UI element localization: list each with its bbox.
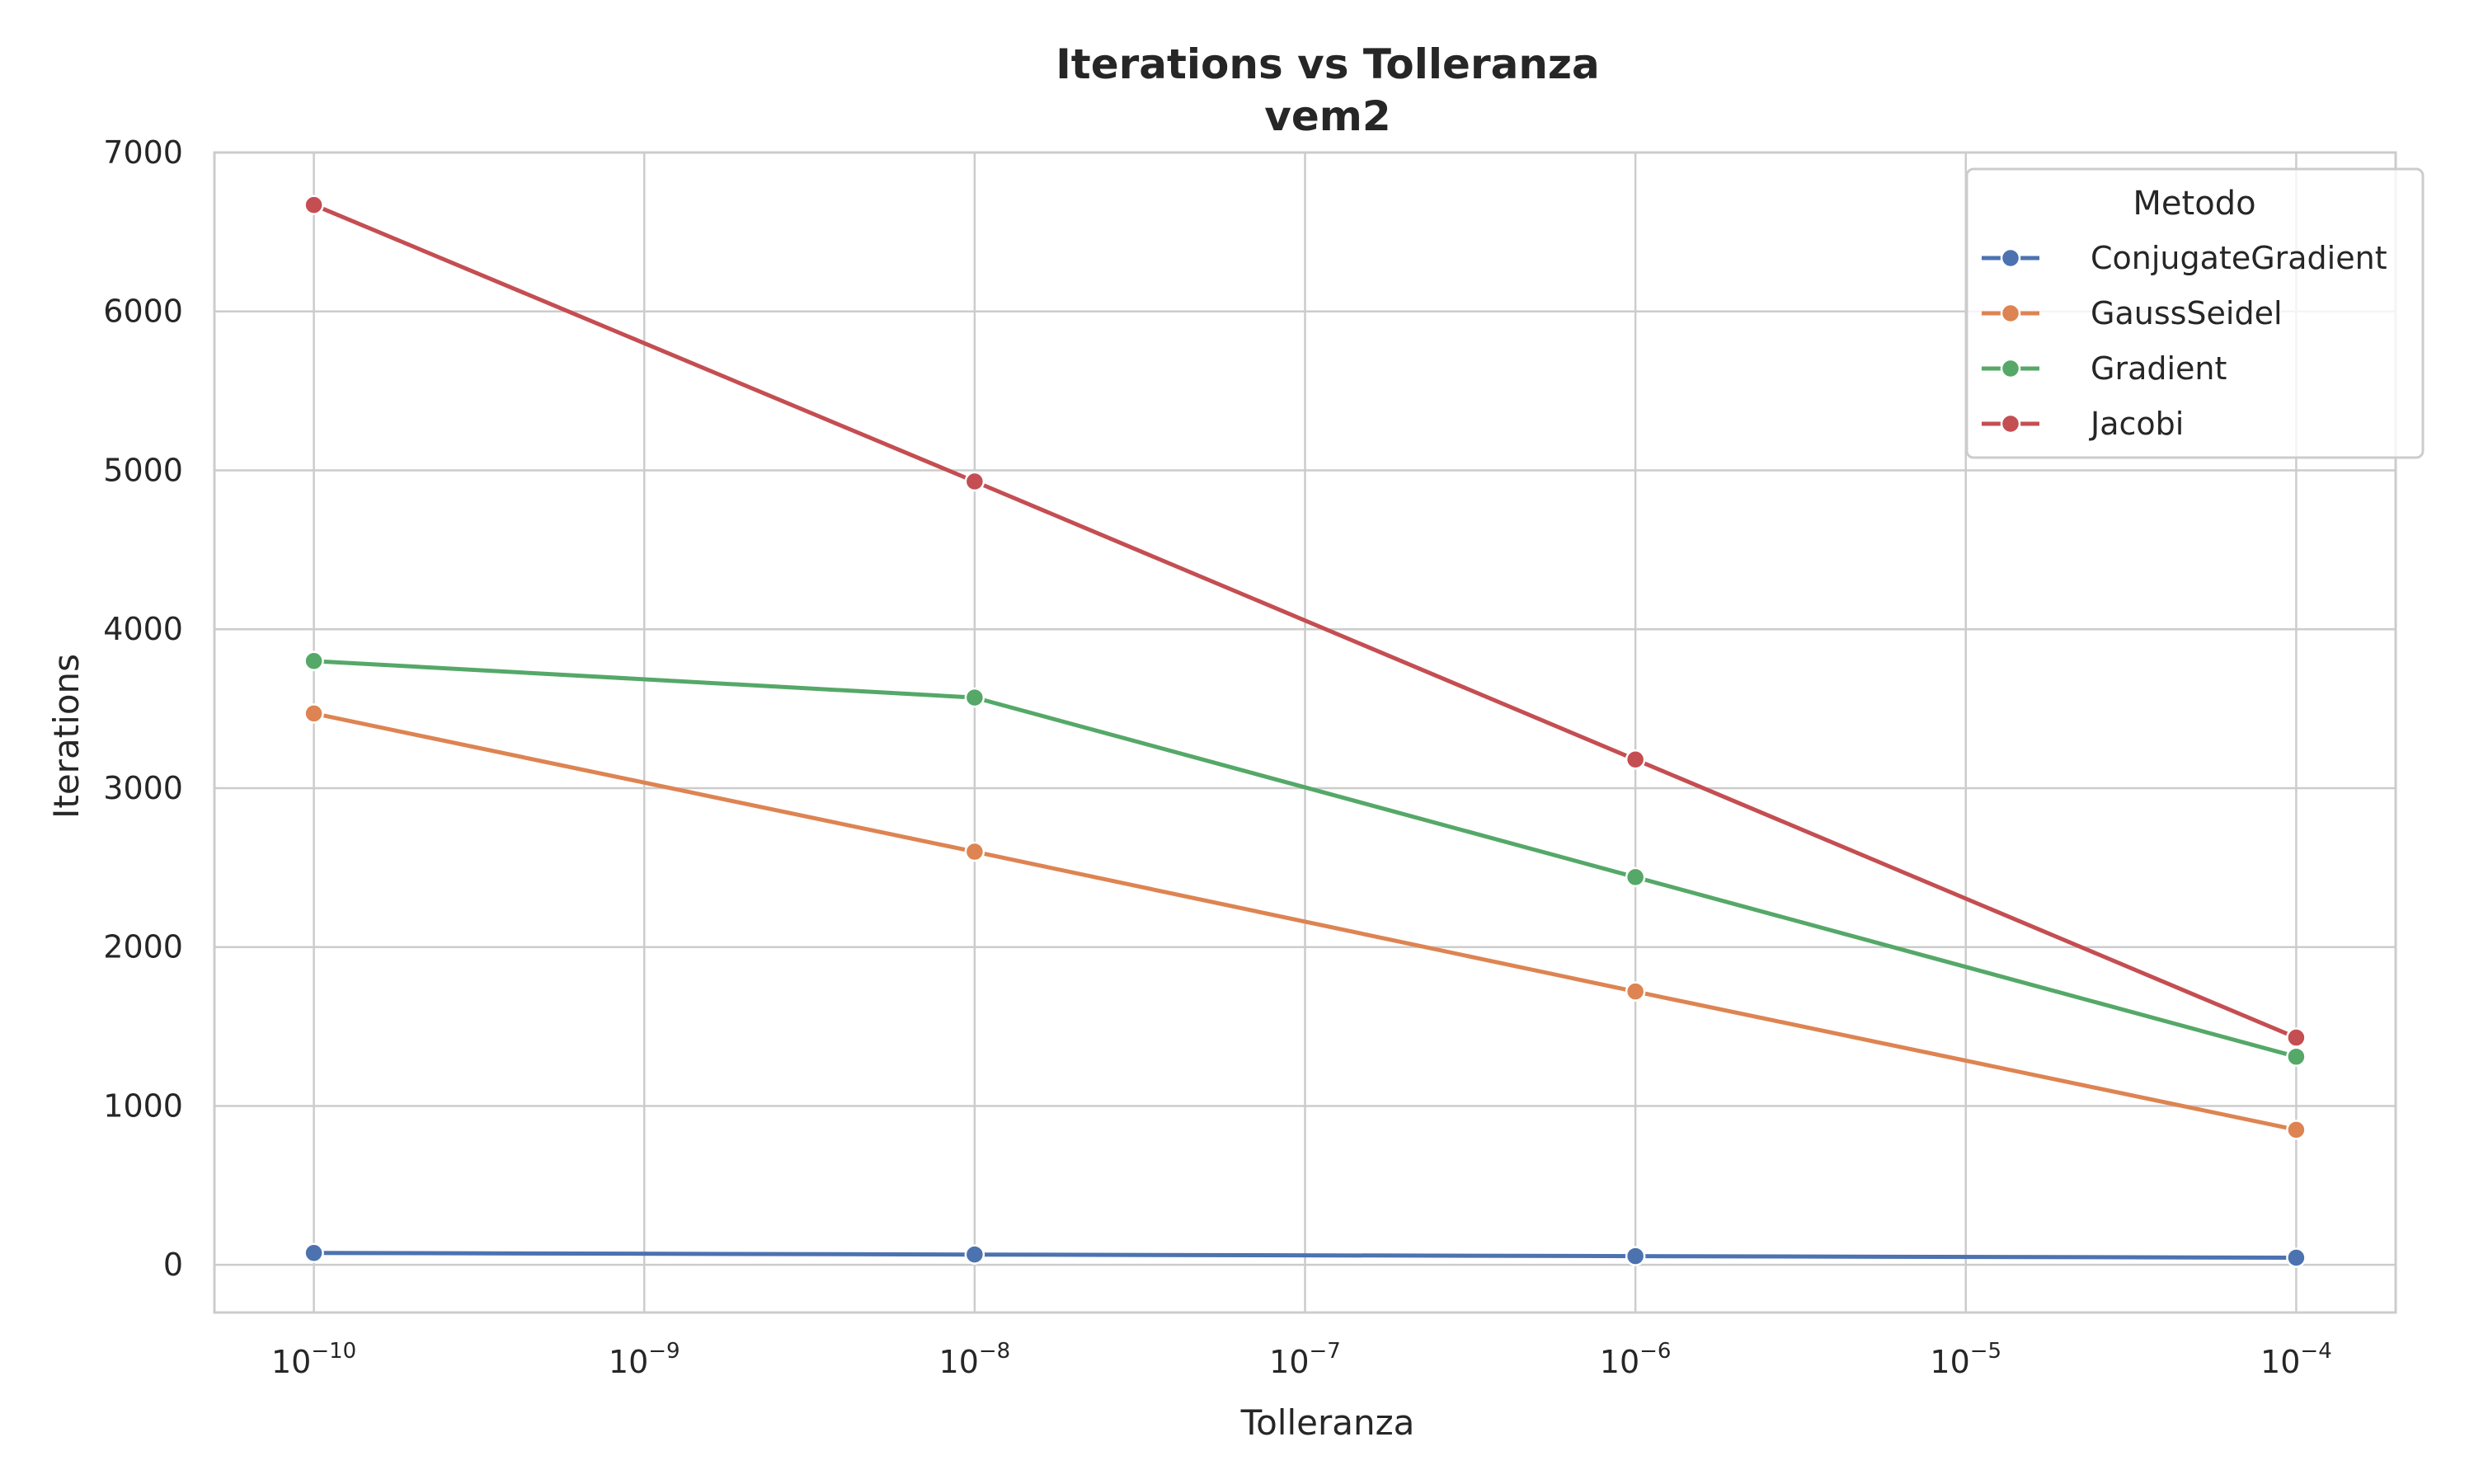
series-line bbox=[313, 711, 2297, 1132]
y-tick-label: 1000 bbox=[103, 1087, 183, 1124]
plot-area bbox=[213, 151, 2397, 1314]
data-point bbox=[2286, 1046, 2307, 1067]
legend-marker bbox=[2000, 358, 2021, 379]
legend-title: Metodo bbox=[2133, 185, 2255, 223]
data-point bbox=[964, 471, 985, 492]
legend-marker bbox=[2000, 303, 2021, 324]
chart-subtitle: vem2 bbox=[1264, 92, 1390, 140]
x-tick-label: 10−7 bbox=[1269, 1339, 1341, 1380]
data-point bbox=[2286, 1247, 2307, 1268]
legend-label: Gradient bbox=[2091, 350, 2227, 387]
data-point bbox=[303, 650, 324, 672]
x-tick-label: 10−8 bbox=[939, 1339, 1011, 1380]
data-point bbox=[2286, 1027, 2307, 1048]
y-axis-label: Iterations bbox=[46, 654, 87, 819]
legend-label: ConjugateGradient bbox=[2091, 240, 2387, 276]
chart-title: Iterations vs Tolleranza bbox=[1056, 40, 1600, 88]
legend-entry: GaussSeidel bbox=[1982, 295, 2283, 331]
y-tick-label: 3000 bbox=[103, 770, 183, 806]
series-line bbox=[313, 659, 2298, 1059]
x-tick-label: 10−4 bbox=[2260, 1339, 2332, 1380]
series-GaussSeidel bbox=[303, 703, 2307, 1140]
series-line bbox=[313, 1251, 2297, 1260]
legend-entry: ConjugateGradient bbox=[1982, 240, 2387, 276]
data-point bbox=[1625, 981, 1646, 1002]
x-axis-label: Tolleranza bbox=[1240, 1402, 1415, 1443]
y-axis-ticks: 0 1000 2000 3000 4000 5000 6000 7000 bbox=[103, 134, 183, 1283]
data-point bbox=[2286, 1120, 2307, 1140]
data-point bbox=[1625, 866, 1646, 888]
data-point bbox=[303, 195, 324, 215]
x-tick-label: 10−5 bbox=[1930, 1339, 2001, 1380]
legend-label: Jacobi bbox=[2089, 406, 2184, 442]
data-point bbox=[964, 1244, 985, 1265]
y-tick-label: 2000 bbox=[103, 929, 183, 965]
series-Jacobi bbox=[303, 195, 2307, 1048]
data-point bbox=[964, 841, 985, 862]
legend-label: GaussSeidel bbox=[2091, 295, 2283, 331]
x-tick-label: 10−9 bbox=[609, 1339, 680, 1380]
legend-entry: Jacobi bbox=[1982, 406, 2184, 442]
data-point bbox=[1625, 1246, 1646, 1266]
legend-box bbox=[1965, 167, 2425, 459]
series-group bbox=[303, 195, 2307, 1268]
series-line bbox=[313, 203, 2298, 1040]
x-axis-ticks: 10−10 10−9 10−8 10−7 10−6 10−5 10−4 bbox=[271, 1339, 2332, 1380]
y-tick-label: 5000 bbox=[103, 452, 183, 488]
y-tick-label: 7000 bbox=[103, 134, 183, 171]
legend-marker bbox=[2000, 247, 2021, 269]
data-point bbox=[1625, 749, 1646, 770]
y-tick-label: 0 bbox=[163, 1247, 183, 1283]
data-point bbox=[303, 703, 324, 724]
y-tick-label: 6000 bbox=[103, 294, 183, 330]
series-Gradient bbox=[303, 650, 2307, 1067]
x-tick-label: 10−6 bbox=[1600, 1339, 1672, 1380]
data-point bbox=[964, 687, 985, 708]
series-ConjugateGradient bbox=[303, 1242, 2307, 1268]
legend-marker bbox=[2000, 413, 2021, 434]
legend: Metodo ConjugateGradient GaussSeidel Gradi… bbox=[1965, 167, 2425, 459]
y-tick-label: 4000 bbox=[103, 611, 183, 647]
data-point bbox=[303, 1242, 324, 1263]
x-tick-label: 10−10 bbox=[271, 1339, 356, 1380]
legend-entry: Gradient bbox=[1982, 350, 2227, 387]
